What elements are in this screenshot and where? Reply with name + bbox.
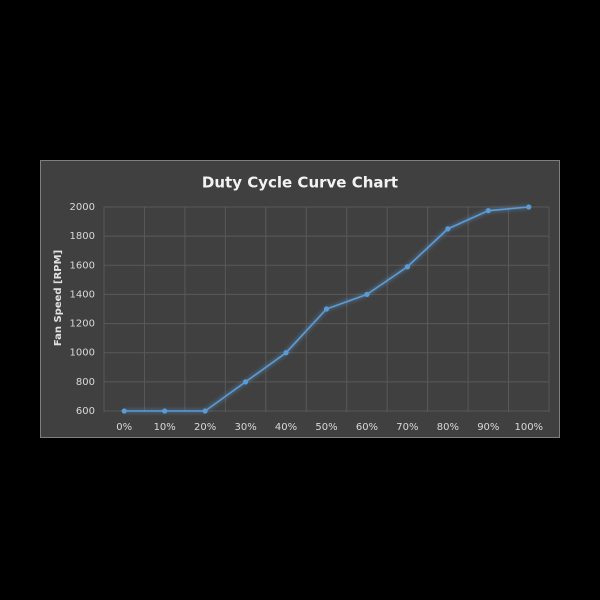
x-tick-label: 20%: [194, 422, 216, 433]
y-tick-label: 1600: [70, 260, 95, 271]
x-tick-label: 80%: [437, 422, 459, 433]
data-point: [121, 408, 127, 414]
y-tick-label: 800: [76, 377, 95, 388]
x-tick-label: 90%: [477, 422, 499, 433]
data-point: [242, 379, 249, 385]
y-tick-label: 2000: [70, 202, 95, 213]
data-point: [526, 204, 532, 210]
x-tick-label: 10%: [154, 422, 176, 433]
data-point: [364, 291, 370, 298]
x-tick-label: 30%: [234, 422, 256, 433]
x-tick-label: 100%: [514, 422, 543, 433]
data-point: [283, 350, 289, 356]
x-tick-label: 50%: [315, 422, 337, 433]
x-tick-label: 40%: [275, 422, 297, 433]
data-point: [323, 306, 330, 312]
y-tick-label: 600: [76, 406, 95, 417]
y-axis-label: Fan Speed [RPM]: [53, 250, 64, 346]
y-tick-label: 1200: [70, 319, 95, 330]
chart-panel: [40, 160, 560, 438]
chart-title: Duty Cycle Curve Chart: [202, 174, 398, 192]
data-point: [485, 208, 491, 214]
y-tick-label: 1000: [70, 348, 95, 359]
y-tick-label: 1800: [70, 231, 95, 242]
x-tick-label: 70%: [396, 422, 418, 433]
data-point: [162, 408, 168, 414]
x-tick-label: 0%: [116, 422, 132, 433]
data-point: [202, 408, 208, 414]
data-point: [404, 264, 411, 270]
y-tick-label: 1400: [70, 289, 95, 300]
x-tick-label: 60%: [356, 422, 378, 433]
data-point: [445, 226, 451, 232]
